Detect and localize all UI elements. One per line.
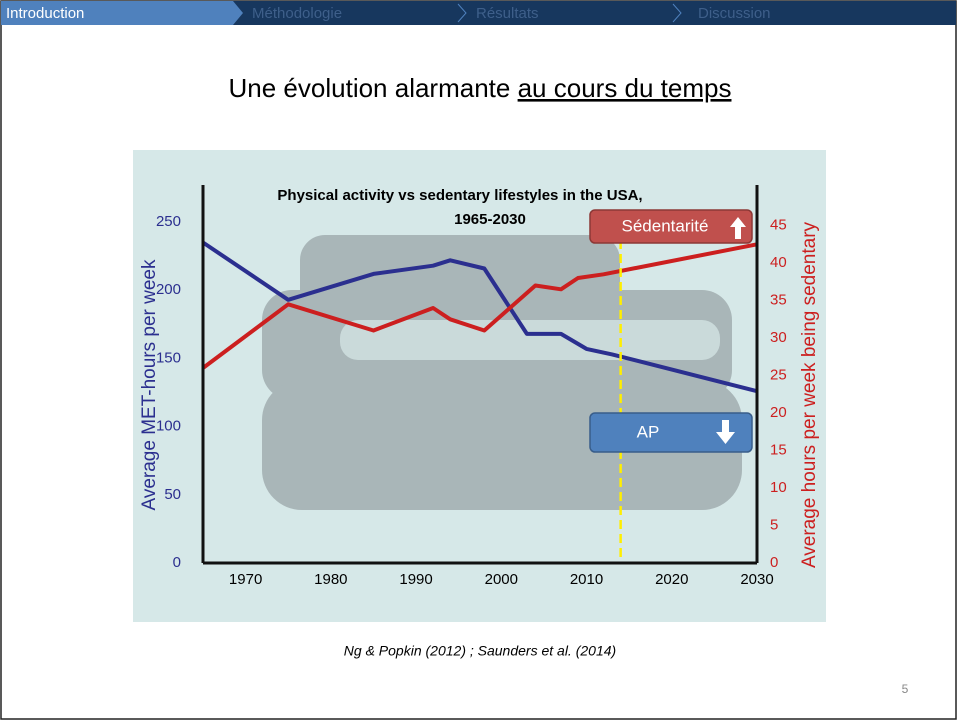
y2-tick-label: 35 bbox=[770, 291, 787, 308]
y2-tick-label: 15 bbox=[770, 441, 787, 458]
chart-title: Physical activity vs sedentary lifestyle… bbox=[277, 187, 642, 204]
annotation: AP bbox=[637, 422, 660, 441]
y2-tick-label: 45 bbox=[770, 216, 787, 233]
chart-subtitle: 1965-2030 bbox=[454, 211, 526, 228]
slide: Introduction Méthodologie Résultats Disc… bbox=[0, 0, 959, 722]
x-tick-label: 1980 bbox=[314, 571, 347, 588]
page-number: 5 bbox=[902, 682, 909, 696]
x-tick-label: 2010 bbox=[570, 571, 603, 588]
y2-tick-label: 0 bbox=[770, 554, 778, 571]
y-tick-label: 250 bbox=[156, 213, 181, 230]
y-tick-label: 0 bbox=[173, 554, 181, 571]
y-tick-label: 50 bbox=[164, 486, 181, 503]
y2-tick-label: 25 bbox=[770, 366, 787, 383]
annotation: Sédentarité bbox=[622, 216, 709, 235]
x-tick-label: 1970 bbox=[229, 571, 262, 588]
nav-item[interactable]: Méthodologie bbox=[252, 5, 342, 22]
nav-item[interactable]: Résultats bbox=[476, 5, 539, 22]
citation: Ng & Popkin (2012) ; Saunders et al. (20… bbox=[344, 643, 616, 659]
couch-top bbox=[300, 235, 620, 315]
x-tick-label: 2000 bbox=[485, 571, 518, 588]
y2-tick-label: 20 bbox=[770, 404, 787, 421]
y-axis-title: Average MET-hours per week bbox=[139, 259, 160, 510]
title-part: Une évolution alarmante bbox=[229, 73, 511, 103]
y2-tick-label: 30 bbox=[770, 329, 787, 346]
x-tick-label: 2020 bbox=[655, 571, 688, 588]
person bbox=[340, 320, 720, 360]
nav-item[interactable]: Discussion bbox=[698, 5, 771, 22]
nav-item[interactable]: Introduction bbox=[6, 5, 84, 22]
page: Introduction Méthodologie Résultats Disc… bbox=[0, 0, 959, 722]
x-tick-label: 2030 bbox=[740, 571, 773, 588]
x-tick-label: 1990 bbox=[399, 571, 432, 588]
y2-axis-title: Average hours per week being sedentary bbox=[799, 221, 820, 568]
y2-tick-label: 40 bbox=[770, 254, 787, 271]
title-underlined: au cours du temps bbox=[518, 73, 732, 103]
slide-title: Une évolution alarmante au cours du temp… bbox=[229, 73, 732, 103]
y2-tick-label: 10 bbox=[770, 479, 787, 496]
y2-tick-label: 5 bbox=[770, 516, 778, 533]
